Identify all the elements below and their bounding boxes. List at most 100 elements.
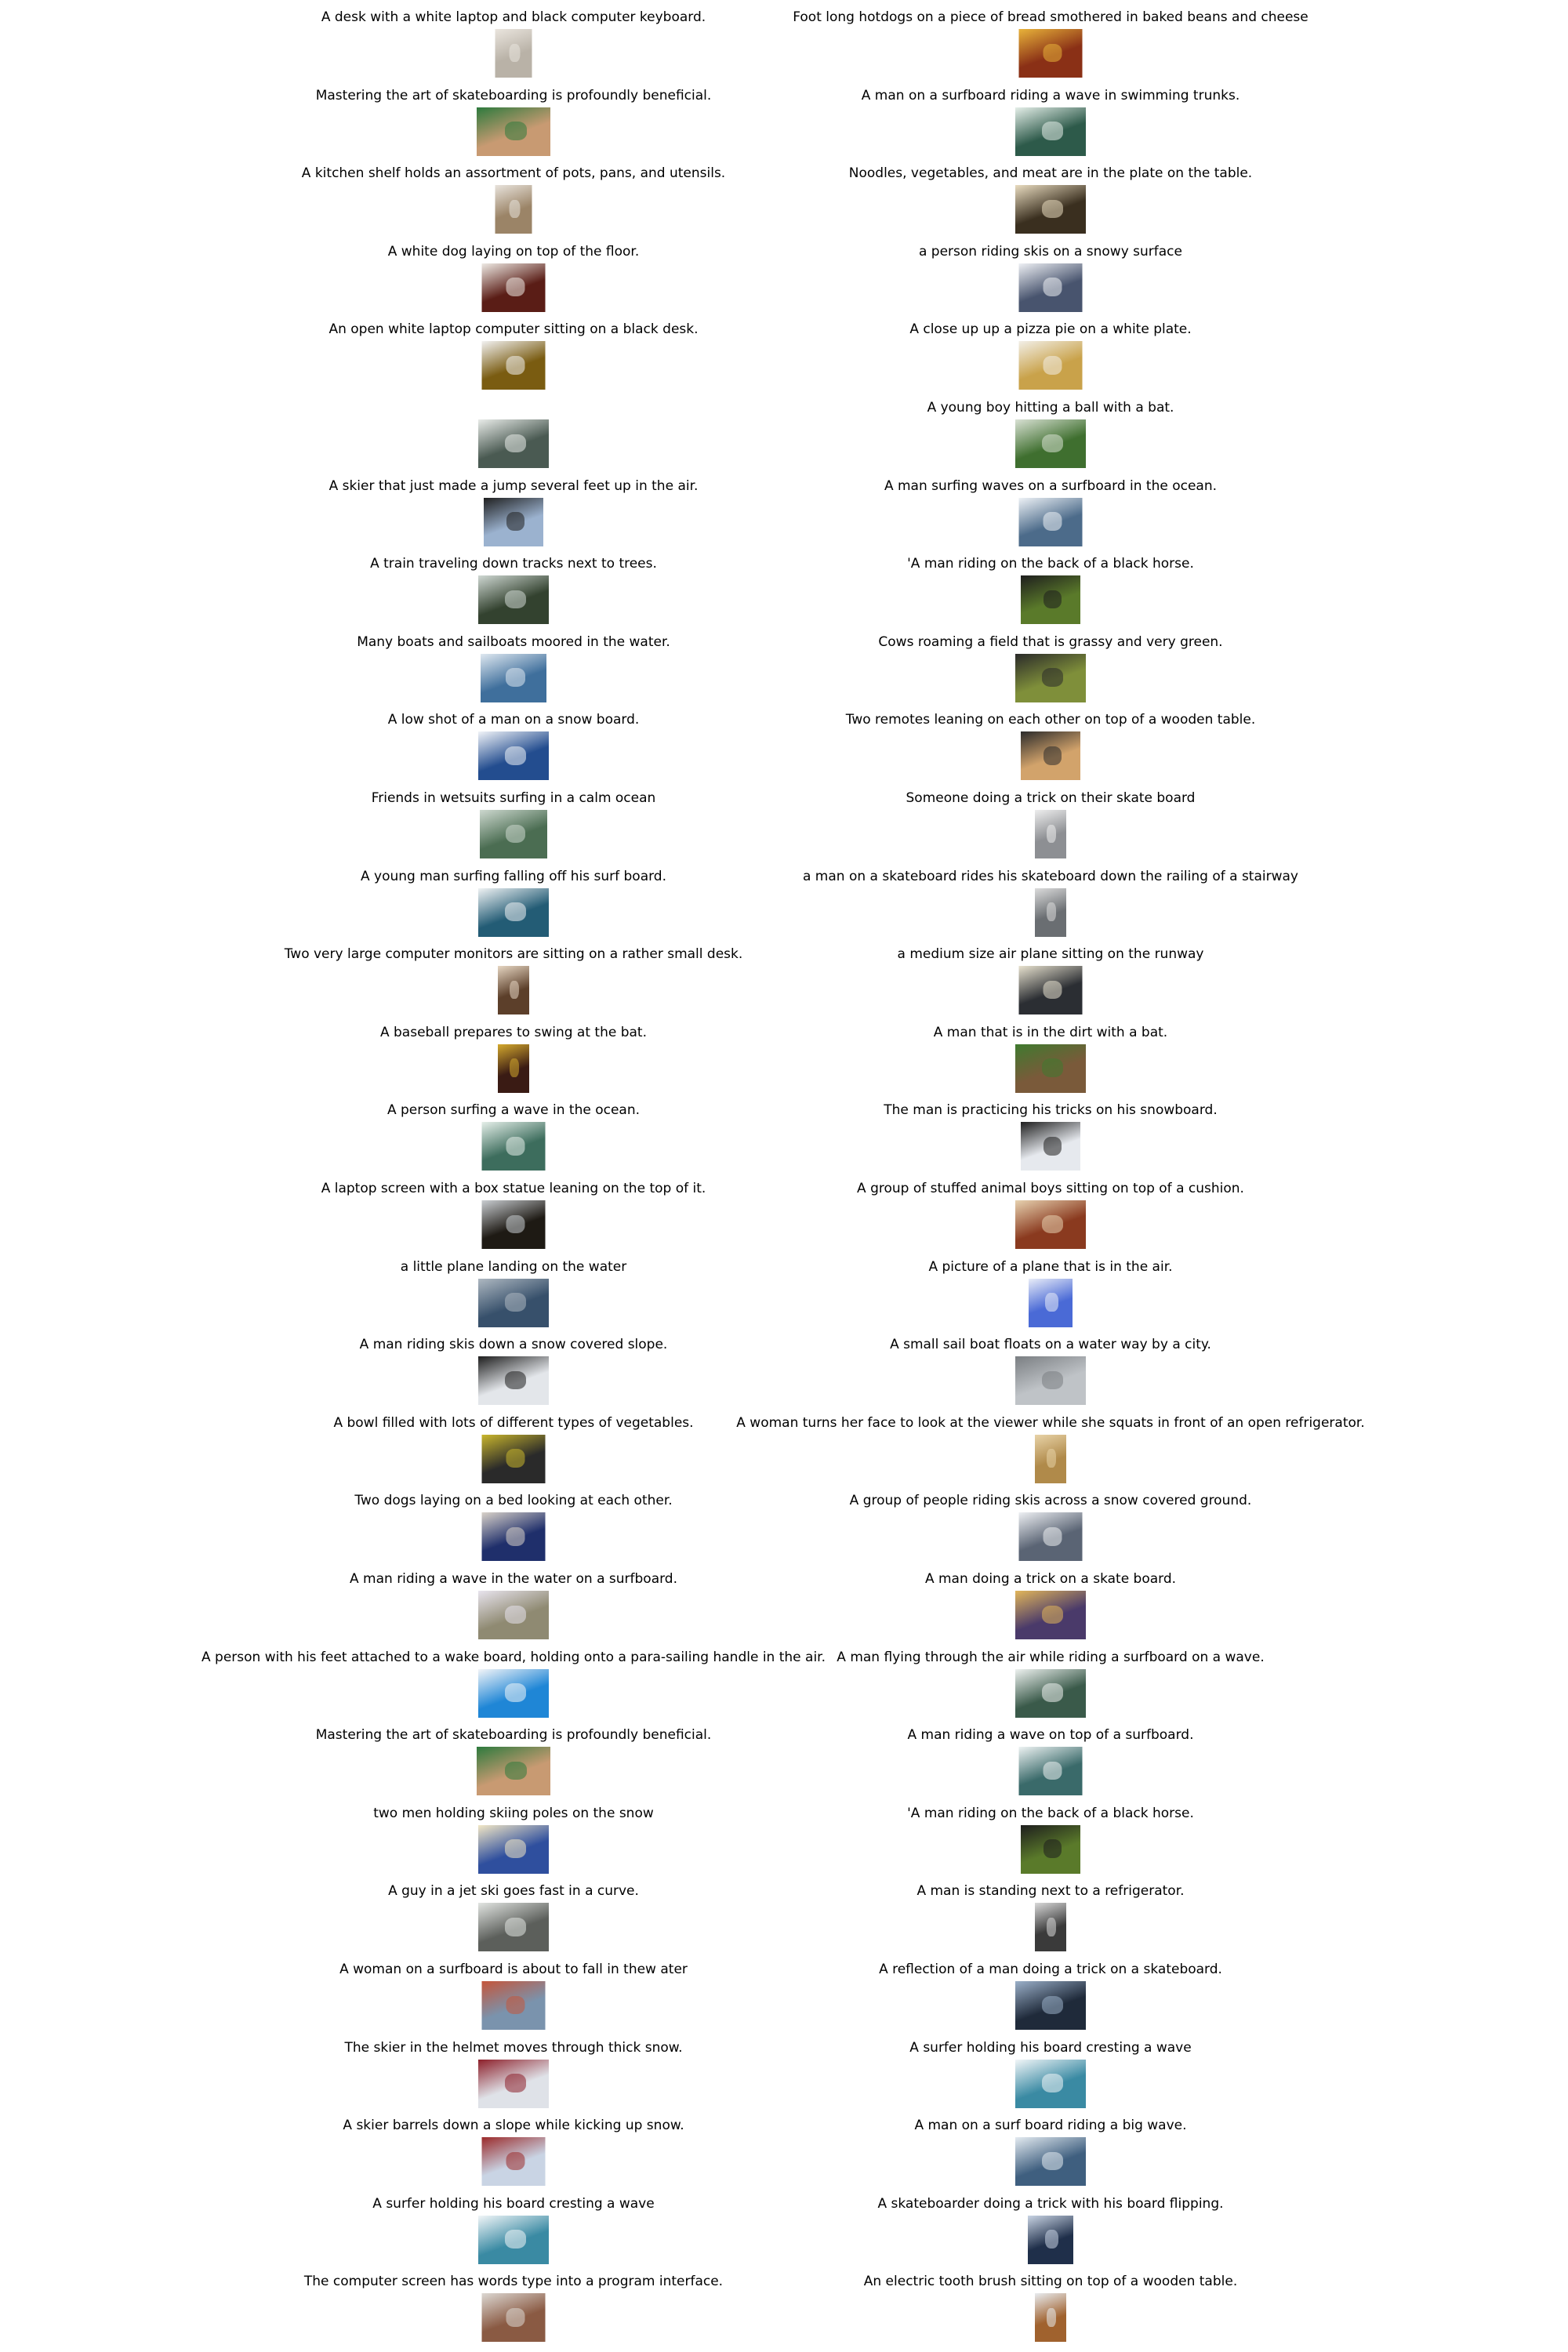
image-caption: Two dogs laying on a bed looking at each… [354,1493,673,1509]
image-caption: A young boy hitting a ball with a bat. [927,400,1174,416]
image-caption: A man is standing next to a refrigerator… [916,1883,1185,1900]
train-thumbnail [478,575,549,625]
image-caption: A surfer holding his board cresting a wa… [372,2195,655,2212]
grid-cell: 'A man riding on the back of a black hor… [678,555,1423,633]
photo-subject-highlight [1043,278,1062,296]
grid-cell: A person with his feet attached to a wak… [141,1649,886,1726]
grid-cell: A man flying through the air while ridin… [678,1649,1423,1726]
image-caption: Mastering the art of skateboarding is pr… [315,1727,712,1744]
black-horse-thumbnail-2 [1021,1824,1080,1874]
grid-cell: A reflection of a man doing a trick on a… [678,1961,1423,2038]
photo-subject-highlight [1043,590,1062,609]
image-caption: A man on a surfboard riding a wave in sw… [861,87,1240,103]
image-caption: A white dog laying on top of the floor. [387,243,640,260]
grid-cell: 'A man riding on the back of a black hor… [678,1805,1423,1882]
grid-cell: A kitchen shelf holds an assortment of p… [141,165,886,242]
grid-cell: A man on a surfboard riding a wave in sw… [678,87,1423,165]
photo-subject-highlight [505,2230,527,2249]
image-caption: A guy in a jet ski goes fast in a curve. [388,1883,639,1900]
grid-cell: Many boats and sailboats moored in the w… [141,633,886,711]
image-caption: A group of people riding skis across a s… [849,1493,1252,1509]
photo-subject-highlight [505,902,527,921]
grid-cell: Cows roaming a field that is grassy and … [678,633,1423,711]
white-dog-thumbnail [481,263,546,312]
photo-subject-highlight [1042,2151,1064,2171]
photo-subject-highlight [510,1058,520,1077]
black-horse-thumbnail [1021,575,1080,625]
grid-cell: A surfer holding his board cresting a wa… [141,2195,886,2273]
surfboard-trunks-thumbnail [1015,107,1086,156]
grid-cell: The man is practicing his tricks on his … [678,1102,1423,1179]
pizza-thumbnail [1018,341,1083,390]
grid-cell: A man riding a wave on top of a surfboar… [678,1726,1423,1804]
photo-subject-highlight [506,355,525,375]
photo-subject-highlight [1042,1370,1064,1390]
image-caption: A person surfing a wave in the ocean. [387,1102,641,1119]
skateboard-reflection-thumbnail [1015,1981,1086,2030]
skier-jump-thumbnail [484,497,543,546]
grid-cell: A bowl filled with lots of different typ… [141,1414,886,1492]
grid-cell: A young boy hitting a ball with a bat. [678,399,1423,477]
image-caption: Friends in wetsuits surfing in a calm oc… [371,790,656,806]
remotes-thumbnail [1021,731,1080,781]
image-caption: A man on a surf board riding a big wave. [914,2118,1187,2134]
image-caption: Cows roaming a field that is grassy and … [878,633,1223,650]
photo-subject-highlight [1043,1761,1062,1780]
grid-cell: a little plane landing on the water [141,1258,886,1336]
grid-cell: Mastering the art of skateboarding is pr… [141,1726,886,1804]
image-caption: 'A man riding on the back of a black hor… [907,556,1194,572]
grid-cell: Foot long hotdogs on a piece of bread sm… [678,9,1423,86]
image-caption: A train traveling down tracks next to tr… [370,556,657,572]
image-caption: A skateboarder doing a trick with his bo… [877,2195,1224,2212]
grid-cell: A desk with a white laptop and black com… [141,9,886,86]
photo-subject-highlight [505,2074,527,2092]
surfer-cresting-thumbnail [478,2215,549,2264]
big-wave-thumbnail [1015,2137,1086,2187]
grid-cell: A group of people riding skis across a s… [678,1492,1423,1570]
grid-cell: A woman turns her face to look at the vi… [678,1414,1423,1492]
photo-subject-highlight [1042,1214,1064,1234]
image-caption: Someone doing a trick on their skate boa… [906,790,1196,806]
wave-riding-thumbnail [478,1591,549,1639]
surfboard-air-thumbnail [1015,1668,1086,1718]
toothbrush-thumbnail [1035,2293,1066,2343]
image-caption: two men holding skiing poles on the snow [373,1805,654,1821]
photo-subject-highlight [505,1839,527,1858]
image-caption: a man on a skateboard rides his skateboa… [802,868,1298,884]
image-caption: A picture of a plane that is in the air. [928,1258,1173,1275]
grid-cell: Mastering the art of skateboarding is pr… [141,87,886,165]
photo-subject-highlight [509,43,521,63]
image-caption: An electric tooth brush sitting on top o… [863,2274,1238,2290]
photo-subject-highlight [1042,668,1064,687]
surfing-ocean-thumbnail [1018,497,1083,546]
photo-subject-highlight [1043,746,1062,765]
grid-cell: a person riding skis on a snowy surface [678,243,1423,321]
photo-subject-highlight [506,2307,525,2327]
sailboat-city-thumbnail [1015,1356,1086,1406]
dirt-bat-thumbnail [1015,1044,1086,1093]
grid-cell: A man that is in the dirt with a bat. [678,1024,1423,1102]
helmet-skier-thumbnail [478,2059,549,2108]
photo-subject-highlight [506,2151,525,2171]
skate-trick-dusk-thumbnail [1015,1591,1086,1639]
image-caption: A kitchen shelf holds an assortment of p… [301,165,726,182]
photo-subject-highlight [506,1449,525,1468]
image-caption: A young man surfing falling off his surf… [360,868,666,884]
surf-fall-thumbnail [478,887,549,937]
photo-subject-highlight [1042,1058,1064,1077]
boats-thumbnail [481,653,546,702]
grid-cell: The computer screen has words type into … [141,2273,886,2350]
image-caption: A surfer holding his board cresting a wa… [909,2039,1192,2056]
grid-cell: A close up up a pizza pie on a white pla… [678,321,1423,398]
snowboard-low-shot-thumbnail [478,731,549,781]
grid-cell: A man surfing waves on a surfboard in th… [678,477,1423,555]
grid-cell: A skier barrels down a slope while kicki… [141,2117,886,2194]
grid-cell: A surfer holding his board cresting a wa… [678,2039,1423,2117]
photo-subject-highlight [1043,43,1062,63]
image-caption: Many boats and sailboats moored in the w… [357,633,670,650]
photo-subject-highlight [1047,902,1057,921]
image-caption: A close up up a pizza pie on a white pla… [909,321,1192,338]
image-caption: A skier that just made a jump several fe… [328,477,699,494]
photo-subject-highlight [506,1214,525,1234]
photo-subject-highlight [505,1293,527,1312]
